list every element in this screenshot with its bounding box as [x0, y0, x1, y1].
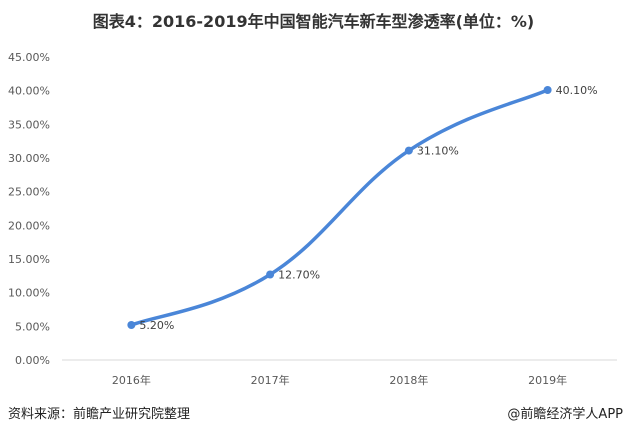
data-point: [127, 320, 136, 329]
y-tick-label: 45.00%: [8, 51, 50, 64]
chart-title: 图表4：2016-2019年中国智能汽车新车型渗透率(单位：%): [92, 12, 535, 31]
y-tick-label: 30.00%: [8, 152, 50, 165]
y-tick-label: 5.00%: [15, 320, 50, 333]
y-tick-label: 25.00%: [8, 186, 50, 199]
x-tick-label: 2018年: [389, 373, 428, 387]
y-tick-label: 35.00%: [8, 118, 50, 131]
x-tick-label: 2017年: [251, 373, 290, 387]
data-point: [543, 85, 552, 94]
source-note: 资料来源：前瞻产业研究院整理: [8, 407, 191, 422]
data-label: 5.20%: [139, 319, 174, 332]
y-tick-label: 40.00%: [8, 85, 50, 98]
y-tick-label: 0.00%: [15, 354, 50, 367]
data-label: 12.70%: [278, 268, 320, 281]
data-label: 31.10%: [417, 145, 459, 158]
data-label: 40.10%: [556, 84, 598, 97]
y-tick-label: 20.00%: [8, 219, 50, 232]
x-tick-label: 2019年: [528, 373, 567, 387]
data-point: [404, 146, 413, 155]
credit-note: @前瞻经济学人APP: [507, 407, 623, 422]
data-point: [266, 270, 275, 279]
y-tick-label: 10.00%: [8, 287, 50, 300]
y-tick-label: 15.00%: [8, 253, 50, 266]
series-line: [129, 88, 550, 327]
x-tick-label: 2016年: [112, 373, 151, 387]
